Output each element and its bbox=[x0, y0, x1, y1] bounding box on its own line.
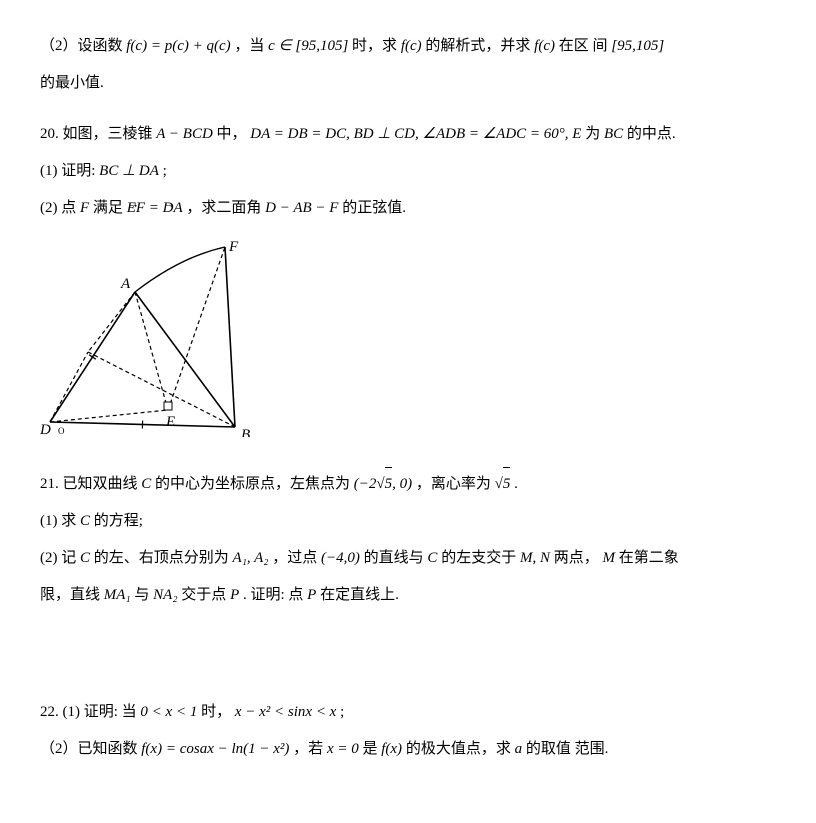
problem-partial-line2: 的最小值. bbox=[40, 67, 776, 100]
t: 的最小值. bbox=[40, 75, 104, 91]
problem-21-p1: (1) 求 C 的方程; bbox=[40, 505, 776, 538]
m: C bbox=[141, 476, 151, 492]
m: P bbox=[307, 587, 316, 603]
t: ，当 bbox=[234, 38, 268, 54]
t: 交于点 bbox=[181, 587, 230, 603]
m: P bbox=[230, 587, 239, 603]
m: DA = DB = DC, BD ⊥ CD, ∠ADB = ∠ADC = 60°… bbox=[250, 126, 581, 142]
t: 的正弦值. bbox=[342, 200, 406, 216]
m: C bbox=[80, 550, 90, 566]
m: f(x) = cosax − ln(1 − x²) bbox=[141, 741, 289, 757]
t: 21. 已知双曲线 bbox=[40, 476, 141, 492]
t: 的中点. bbox=[627, 126, 676, 142]
m: x = 0 bbox=[327, 741, 359, 757]
svg-text:B: B bbox=[241, 427, 250, 437]
problem-partial-line1: （2）设函数 f(c) = p(c) + q(c) ，当 c ∈ [95,105… bbox=[40, 30, 776, 63]
t: （2）已知函数 bbox=[40, 741, 141, 757]
m: BC ⊥ DA bbox=[99, 163, 159, 179]
t: 的左支交于 bbox=[441, 550, 520, 566]
t: (1) 求 bbox=[40, 513, 80, 529]
math-fc: f(c) bbox=[401, 38, 422, 54]
m: a bbox=[515, 741, 523, 757]
t: 是 bbox=[362, 741, 381, 757]
svg-text:O: O bbox=[58, 426, 65, 436]
t: 的左、右顶点分别为 bbox=[94, 550, 233, 566]
t: 的中心为坐标原点，左焦点为 bbox=[155, 476, 354, 492]
m: M bbox=[602, 550, 615, 566]
svg-text:E: E bbox=[165, 414, 175, 430]
m: 0 < x < 1 bbox=[140, 704, 197, 720]
m: MA₁ bbox=[104, 587, 131, 603]
t: 在区 间 bbox=[559, 38, 612, 54]
t: 时，求 bbox=[352, 38, 401, 54]
m: D − AB − F bbox=[265, 200, 338, 216]
t: 为 bbox=[585, 126, 604, 142]
t: 中， bbox=[217, 126, 247, 142]
t: 22. (1) 证明: 当 bbox=[40, 704, 140, 720]
vec-da: →DA bbox=[163, 192, 183, 225]
eq: = bbox=[149, 200, 163, 216]
t: 在定直线上. bbox=[320, 587, 399, 603]
t: 与 bbox=[134, 587, 153, 603]
t: 的极大值点，求 bbox=[406, 741, 515, 757]
t: 的解析式，并求 bbox=[425, 38, 534, 54]
math-fc2: f(c) bbox=[534, 38, 555, 54]
t: 限，直线 bbox=[40, 587, 104, 603]
problem-21-head: 21. 已知双曲线 C 的中心为坐标原点，左焦点为 (−2√5, 0) ，离心率… bbox=[40, 468, 776, 501]
m: C bbox=[427, 550, 437, 566]
t: 两点， bbox=[554, 550, 599, 566]
m: (−4,0) bbox=[321, 550, 360, 566]
t: ，离心率为 bbox=[416, 476, 495, 492]
t: 满足 bbox=[93, 200, 127, 216]
problem-22-p1: 22. (1) 证明: 当 0 < x < 1 时， x − x² < sinx… bbox=[40, 696, 776, 729]
m: BC bbox=[604, 126, 623, 142]
svg-text:F: F bbox=[228, 239, 239, 255]
m: f(x) bbox=[381, 741, 402, 757]
t: . 证明: 点 bbox=[243, 587, 307, 603]
t: （2）设函数 bbox=[40, 38, 126, 54]
m: A − BCD bbox=[156, 126, 213, 142]
t: (1) 证明: bbox=[40, 163, 99, 179]
t: ，求二面角 bbox=[186, 200, 265, 216]
problem-21-p2a: (2) 记 C 的左、右顶点分别为 A₁, A₂ ，过点 (−4,0) 的直线与… bbox=[40, 542, 776, 575]
t: ，若 bbox=[293, 741, 327, 757]
t: 在第二象 bbox=[619, 550, 679, 566]
m: F bbox=[80, 200, 89, 216]
m: x − x² < sinx < x bbox=[235, 704, 337, 720]
problem-20-head: 20. 如图，三棱锥 A − BCD 中， DA = DB = DC, BD ⊥… bbox=[40, 118, 776, 151]
math-interval: [95,105] bbox=[611, 38, 664, 54]
t: ; bbox=[163, 163, 167, 179]
m-focus: (−2√5, 0) bbox=[354, 476, 416, 492]
t: 的取值 范围. bbox=[526, 741, 609, 757]
t: 时， bbox=[201, 704, 231, 720]
m: M, N bbox=[520, 550, 550, 566]
m: C bbox=[80, 513, 90, 529]
m: A₁, A₂ bbox=[233, 550, 269, 566]
t: (2) 点 bbox=[40, 200, 80, 216]
m-ecc: √5 bbox=[495, 476, 514, 492]
t: (2) 记 bbox=[40, 550, 80, 566]
math-fc-def: f(c) = p(c) + q(c) bbox=[126, 38, 230, 54]
math-c-range: c ∈ [95,105] bbox=[268, 38, 348, 54]
problem-20-p2: (2) 点 F 满足 →EF = →DA ，求二面角 D − AB − F 的正… bbox=[40, 192, 776, 225]
t: ，过点 bbox=[272, 550, 321, 566]
t: 20. 如图，三棱锥 bbox=[40, 126, 156, 142]
t: 的方程; bbox=[94, 513, 143, 529]
svg-text:D: D bbox=[40, 422, 51, 437]
svg-text:A: A bbox=[120, 276, 131, 292]
problem-22-p2: （2）已知函数 f(x) = cosax − ln(1 − x²) ，若 x =… bbox=[40, 733, 776, 766]
t: 的直线与 bbox=[364, 550, 428, 566]
problem-20-p1: (1) 证明: BC ⊥ DA ; bbox=[40, 155, 776, 188]
vec-ef: →EF bbox=[127, 192, 145, 225]
problem-21-p2b: 限，直线 MA₁ 与 NA₂ 交于点 P . 证明: 点 P 在定直线上. bbox=[40, 579, 776, 612]
t: ; bbox=[340, 704, 344, 720]
figure-tetrahedron: A F D E B O bbox=[40, 237, 776, 450]
m: NA₂ bbox=[153, 587, 177, 603]
t: . bbox=[514, 476, 518, 492]
